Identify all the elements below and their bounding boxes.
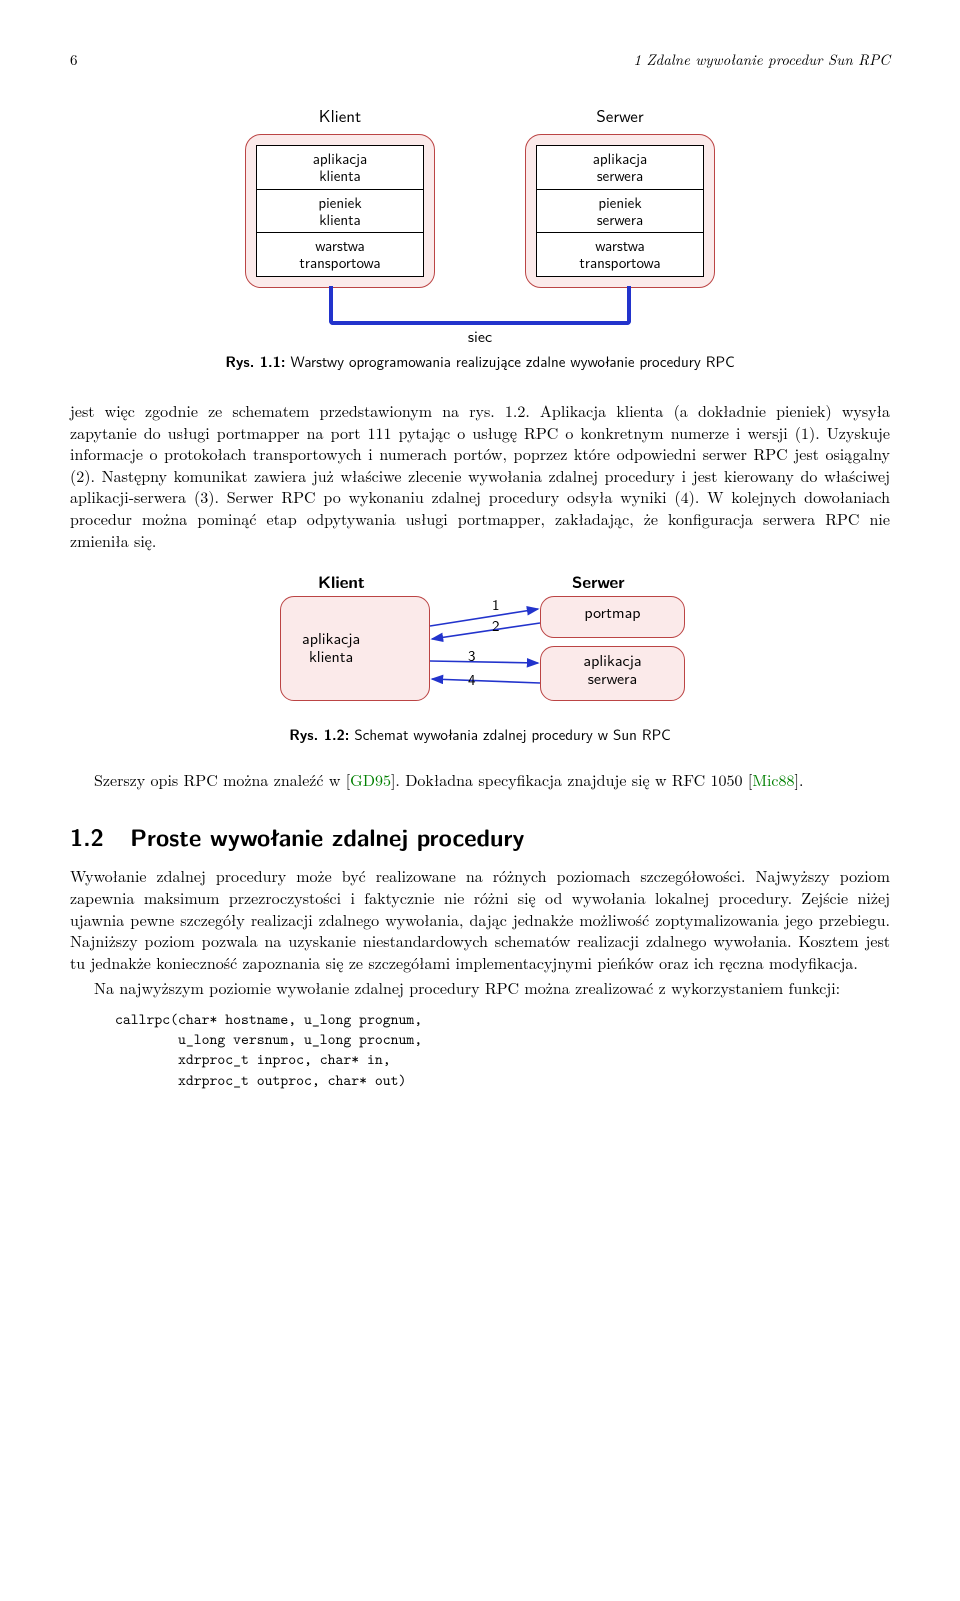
fig2-arrow-num-2: 2 bbox=[492, 615, 500, 635]
page-header: 6 1 Zdalne wywołanie procedur Sun RPC bbox=[70, 50, 890, 70]
paragraph-3: Wywołanie zdalnej procedury może być rea… bbox=[70, 865, 890, 973]
p2-suffix: ]. bbox=[795, 768, 804, 791]
page-number: 6 bbox=[70, 50, 78, 70]
fig1-klient-title: Klient bbox=[245, 105, 435, 128]
fig1-caption-label: Rys. 1.1: bbox=[225, 351, 285, 372]
figure-2: Klient Serwer aplikacjaklienta portmap a… bbox=[260, 571, 700, 716]
fig1-serwer-title: Serwer bbox=[525, 105, 715, 128]
figure-1-caption: Rys. 1.1: Warstwy oprogramowania realizu… bbox=[70, 351, 890, 372]
paragraph-4: Na najwyższym poziomie wywołanie zdalnej… bbox=[70, 977, 890, 999]
paragraph-2: Szerszy opis RPC można znaleźć w [GD95].… bbox=[70, 769, 890, 791]
p2-mid: ]. Dokładna specyfikacja znajduje się w … bbox=[391, 768, 752, 791]
code-block-callrpc: callrpc(char* hostname, u_long prognum, … bbox=[115, 1009, 890, 1090]
fig1-serwer-layer-2: warstwatransportowa bbox=[536, 233, 704, 277]
fig1-caption-text: Warstwy oprogramowania realizujące zdaln… bbox=[290, 350, 734, 372]
fig2-caption-label: Rys. 1.2: bbox=[289, 724, 349, 745]
fig2-arrow-num-3: 3 bbox=[468, 645, 476, 665]
paragraph-1: jest więc zgodnie ze schematem przedstaw… bbox=[70, 400, 890, 551]
fig1-klient-stack: aplikacjaklienta pieniekklienta warstwat… bbox=[245, 134, 435, 288]
section-title: Proste wywołanie zdalnej procedury bbox=[130, 820, 524, 854]
figure-2-caption: Rys. 1.2: Schemat wywołania zdalnej proc… bbox=[70, 724, 890, 745]
fig2-caption-text: Schemat wywołania zdalnej procedury w Su… bbox=[354, 723, 670, 745]
ref-mic88[interactable]: Mic88 bbox=[752, 768, 794, 791]
fig1-klient-layer-1: pieniekklienta bbox=[256, 190, 424, 234]
fig1-serwer-layer-1: pieniekserwera bbox=[536, 190, 704, 234]
p2-prefix: Szerszy opis RPC można znaleźć w [ bbox=[94, 768, 350, 791]
fig1-klient-layer-2: warstwatransportowa bbox=[256, 233, 424, 277]
fig1-serwer-layer-0: aplikacjaserwera bbox=[536, 145, 704, 190]
fig1-network-wire bbox=[329, 286, 631, 325]
fig1-network-label: siec bbox=[468, 325, 492, 347]
ref-gd95[interactable]: GD95 bbox=[350, 768, 391, 791]
fig1-klient-layer-0: aplikacjaklienta bbox=[256, 145, 424, 190]
section-number: 1.2 bbox=[70, 820, 104, 854]
section-heading: 1.2 Proste wywołanie zdalnej procedury bbox=[70, 821, 890, 853]
fig2-arrows bbox=[260, 571, 700, 716]
figure-1: Klient aplikacjaklienta pieniekklienta w… bbox=[245, 105, 715, 342]
fig2-arrow-num-1: 1 bbox=[492, 594, 500, 614]
header-title: 1 Zdalne wywołanie procedur Sun RPC bbox=[633, 50, 890, 70]
fig2-arrow-num-4: 4 bbox=[468, 669, 476, 689]
fig1-serwer-stack: aplikacjaserwera pieniekserwera warstwat… bbox=[525, 134, 715, 288]
